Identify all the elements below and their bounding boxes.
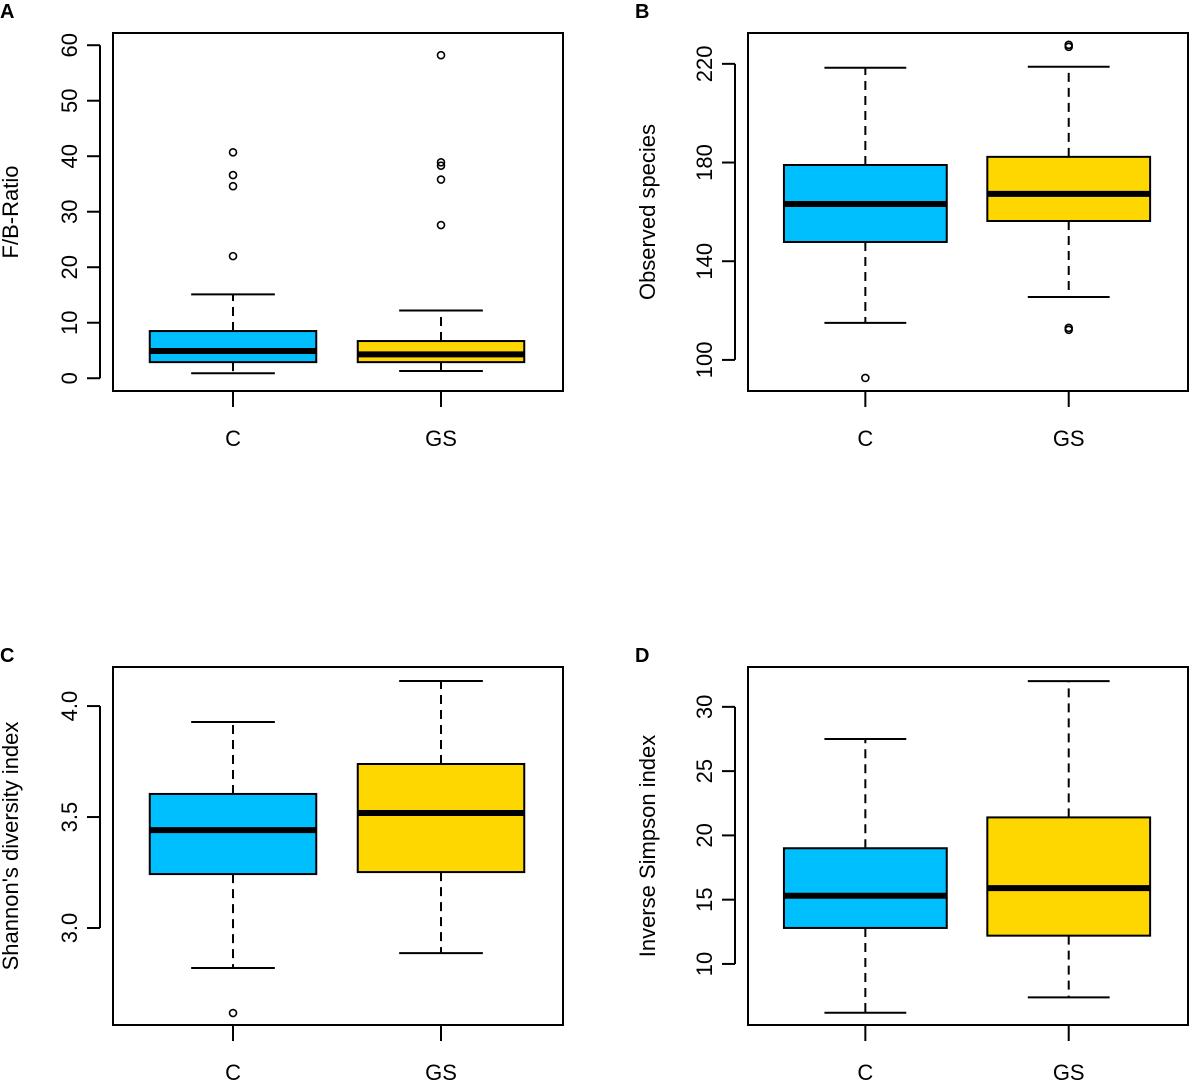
outlier-point [228, 1008, 238, 1018]
y-axis-label: F/B-Ratio [0, 166, 23, 259]
outlier-point [436, 161, 446, 170]
x-tick-label: C [225, 1060, 241, 1083]
y-tick-label: 10 [57, 310, 82, 334]
y-tick-label: 0 [57, 372, 82, 384]
box-gs [356, 679, 526, 955]
panel-letter: D [635, 645, 649, 667]
iqr-box [986, 155, 1152, 223]
outlier-point [436, 158, 446, 167]
y-tick-label: 60 [57, 33, 82, 57]
panel-c: C 3.0 3.5 4.0 Shannon's diversity index C GS [0, 645, 564, 1083]
panel-letter: B [635, 1, 649, 23]
x-tick-label: GS [425, 426, 457, 451]
y-tick-label: 20 [57, 255, 82, 279]
outlier-point [228, 170, 238, 180]
y-tick-label: 140 [692, 243, 717, 280]
plot-frame [112, 666, 564, 1026]
x-tick-label: GS [1053, 426, 1085, 451]
y-tick-label: 50 [57, 88, 82, 112]
outlier-point [228, 251, 238, 261]
plot-frame [112, 32, 564, 392]
outlier-point [436, 50, 446, 60]
panel-letter: C [0, 645, 14, 667]
iqr-box [986, 816, 1152, 937]
outlier-point [436, 220, 446, 230]
outlier-point [1064, 40, 1074, 50]
panel-b: B 100 140 180 220 Observed species C GS [635, 1, 1189, 451]
y-tick-label: 3.5 [57, 802, 82, 833]
outlier-point [228, 181, 238, 191]
iqr-box [148, 330, 318, 364]
plot-frame [747, 32, 1189, 392]
box-c [148, 148, 318, 375]
box-c [782, 737, 948, 1014]
y-tick-label: 100 [692, 342, 717, 379]
x-tick-label: GS [1053, 1060, 1085, 1083]
y-tick-label: 220 [692, 45, 717, 82]
panel-a: A 0 10 20 30 40 50 60 F/B-Ratio C GS [0, 1, 564, 451]
y-tick-label: 30 [57, 199, 82, 223]
outlier-point [861, 373, 870, 383]
x-tick-label: C [225, 426, 241, 451]
iqr-box [782, 847, 948, 929]
panel-letter: A [0, 1, 14, 23]
x-tick-label: GS [425, 1060, 457, 1083]
y-axis-label: Inverse Simpson index [635, 735, 660, 958]
outlier-point [1064, 323, 1074, 333]
outlier-point [228, 148, 238, 157]
y-tick-label: 4.0 [57, 691, 82, 722]
x-tick-label: C [857, 1060, 873, 1083]
y-tick-label: 15 [692, 887, 717, 911]
iqr-box [356, 762, 526, 874]
box-c [148, 721, 318, 1018]
box-gs [356, 50, 526, 373]
plot-frame [747, 666, 1189, 1026]
y-axis-label: Shannon's diversity index [0, 722, 23, 971]
y-axis-label: Observed species [635, 124, 660, 300]
box-gs [986, 40, 1152, 335]
x-tick-label: C [857, 426, 873, 451]
box-gs [986, 680, 1152, 999]
iqr-box [148, 792, 318, 876]
y-tick-label: 3.0 [57, 913, 82, 944]
y-tick-label: 30 [692, 695, 717, 719]
y-tick-label: 10 [692, 952, 717, 976]
y-tick-label: 180 [692, 144, 717, 181]
y-tick-label: 40 [57, 144, 82, 168]
box-c [782, 66, 948, 383]
panel-d: D 10 15 20 25 30 Inverse Simpson index C GS [635, 645, 1189, 1083]
y-tick-label: 25 [692, 759, 717, 783]
y-tick-label: 20 [692, 823, 717, 847]
outlier-point [436, 175, 446, 184]
